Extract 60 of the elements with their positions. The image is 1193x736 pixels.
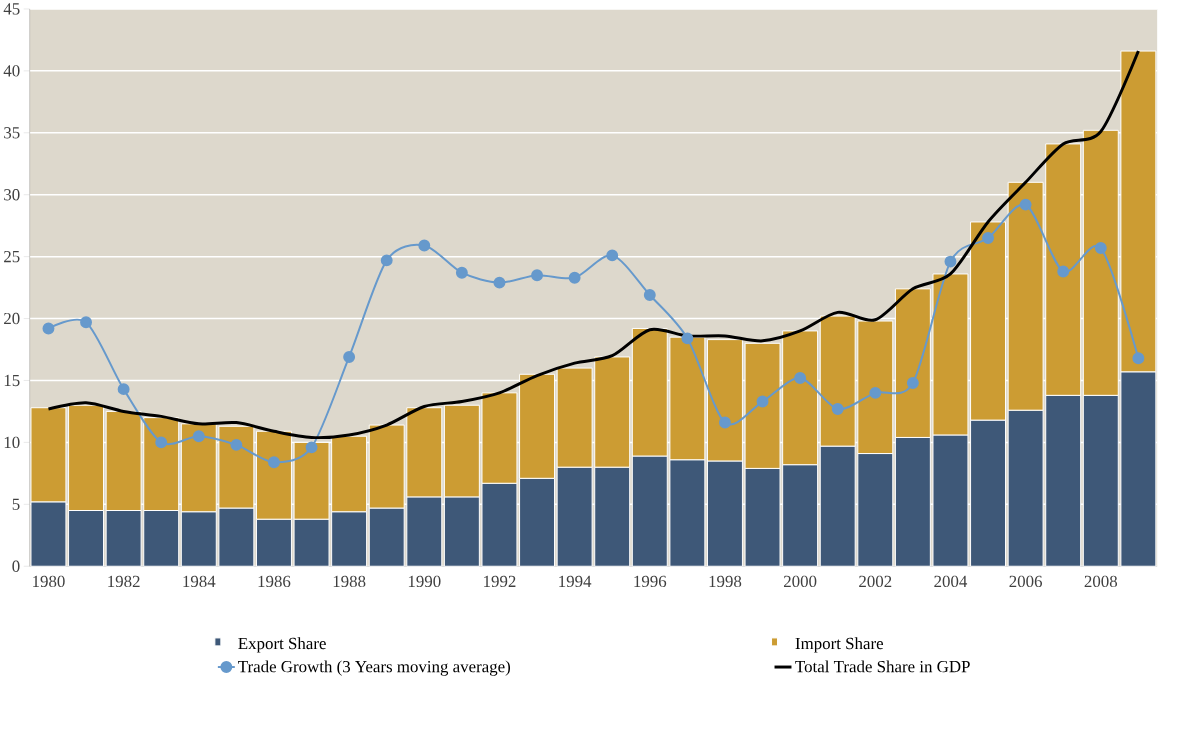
point	[944, 255, 957, 268]
point	[1019, 198, 1032, 211]
point	[1057, 265, 1070, 278]
point	[681, 332, 694, 345]
point	[493, 276, 506, 289]
y-tick-label: 20	[4, 312, 20, 325]
point	[606, 249, 619, 262]
x-tick-label: 2002	[859, 575, 892, 588]
x-tick-label: 1996	[634, 575, 667, 588]
x-tick-label: 2000	[783, 575, 817, 588]
point	[418, 239, 431, 252]
point	[831, 403, 844, 415]
y-tick-label: 35	[4, 127, 20, 139]
y-tick-label: 40	[3, 65, 20, 77]
y-tick-label: 15	[4, 374, 20, 387]
x-tick-label: 1990	[408, 575, 441, 588]
line-series	[46, 49, 1140, 440]
point	[267, 456, 280, 469]
point	[380, 254, 393, 267]
point	[531, 269, 544, 282]
point	[343, 351, 356, 363]
point	[1132, 352, 1145, 365]
point	[718, 416, 731, 429]
legend-label: Export Share	[238, 637, 326, 653]
x-tick-label: 2006	[1009, 575, 1043, 588]
x-tick-label: 1988	[333, 575, 366, 588]
x-tick-label: 2004	[934, 575, 968, 588]
point	[756, 395, 769, 408]
point	[794, 372, 807, 385]
point	[568, 271, 581, 284]
x-tick-label: 1982	[108, 575, 140, 588]
x-tick-label: 1994	[559, 575, 592, 588]
y-tick-label: 30	[4, 189, 20, 201]
point	[305, 441, 318, 454]
point	[192, 430, 205, 443]
point	[230, 438, 243, 451]
point	[906, 377, 919, 389]
x-tick-label: 1992	[484, 575, 516, 588]
x-tick-label: 1984	[183, 575, 216, 588]
point	[155, 436, 168, 449]
y-tick-label: 10	[4, 436, 20, 449]
point	[80, 316, 93, 329]
point	[42, 322, 55, 335]
legend-label: Import Share	[795, 637, 884, 653]
y-tick-label: 45	[3, 3, 20, 15]
x-tick-label: 1980	[33, 575, 65, 588]
legend-label: Total Trade Share in GDP	[795, 660, 970, 673]
legend-label: Trade Growth (3 Years moving average)	[238, 660, 511, 676]
y-tick-label: 25	[4, 251, 20, 263]
point	[117, 383, 130, 396]
point	[1094, 242, 1107, 254]
point	[643, 289, 656, 302]
x-tick-label: 1986	[258, 575, 291, 588]
point	[455, 266, 468, 279]
x-tick-label: 2008	[1084, 575, 1118, 588]
point	[982, 232, 995, 245]
point	[869, 386, 882, 399]
x-tick-label: 1998	[709, 575, 742, 588]
y-tick-label: 5	[12, 498, 20, 510]
y-tick-label: 0	[12, 560, 20, 572]
